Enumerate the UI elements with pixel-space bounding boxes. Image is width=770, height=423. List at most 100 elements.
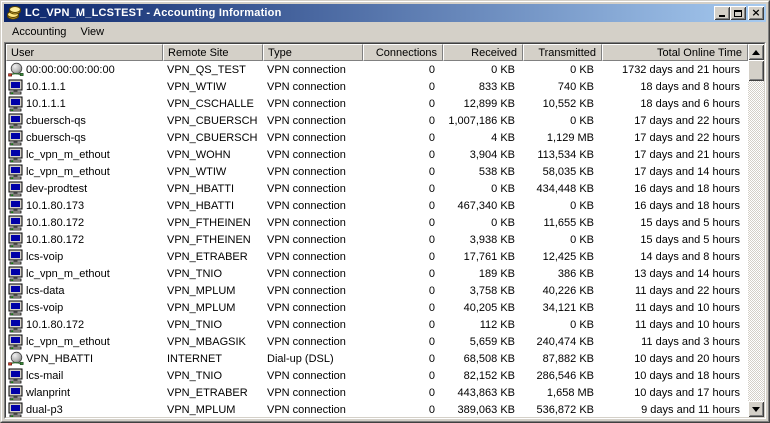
table-row[interactable]: lcs-voip VPN_MPLUM VPN connection 0 40,205 K… — [6, 299, 748, 316]
computer-icon — [8, 385, 23, 400]
column-header-received[interactable]: Received — [443, 44, 523, 61]
column-header-user[interactable]: User — [6, 44, 163, 61]
table-row[interactable]: lcs-voip VPN_ETRABER VPN connection 0 17,761… — [6, 248, 748, 265]
minimize-icon — [719, 15, 725, 17]
table-row[interactable]: dual-p3 VPN_MPLUM VPN connection 0 389,063 K… — [6, 401, 748, 417]
cell-total-online-time: 15 days and 5 hours — [640, 216, 740, 229]
cell-transmitted: 12,425 KB — [542, 250, 594, 263]
computer-icon — [8, 368, 23, 383]
table-row[interactable]: lc_vpn_m_ethout VPN_WTIW VPN connection 0 53… — [6, 163, 748, 180]
cell-connections: 0 — [428, 80, 435, 93]
user-label: lc_vpn_m_ethout — [26, 267, 110, 280]
title-bar[interactable]: LC_VPN_M_LCSTEST - Accounting Informatio… — [4, 4, 766, 22]
cell-total-online-time: 15 days and 5 hours — [640, 233, 740, 246]
cell-type: Dial-up (DSL) — [267, 352, 334, 365]
vertical-scrollbar[interactable] — [748, 44, 764, 417]
cell-user: 10.1.1.1 — [6, 96, 163, 112]
cell-remote-site: VPN_HBATTI — [167, 199, 235, 212]
table-row[interactable]: 10.1.80.173 VPN_HBATTI VPN connection 0 467,… — [6, 197, 748, 214]
cell-total-online-time: 17 days and 21 hours — [634, 148, 740, 161]
computer-icon — [8, 79, 23, 94]
cell-type: VPN connection — [267, 216, 346, 229]
arrow-up-icon — [752, 49, 760, 55]
table-row[interactable]: lc_vpn_m_ethout VPN_TNIO VPN connection 0 18… — [6, 265, 748, 282]
table-row[interactable]: lc_vpn_m_ethout VPN_WOHN VPN connection 0 3,… — [6, 146, 748, 163]
computer-icon — [8, 283, 23, 298]
table-row[interactable]: lcs-data VPN_MPLUM VPN connection 0 3,758 KB… — [6, 282, 748, 299]
cell-connections: 0 — [428, 386, 435, 399]
computer-icon — [8, 232, 23, 247]
cell-user: lcs-voip — [6, 249, 163, 265]
table-row[interactable]: 10.1.80.172 VPN_TNIO VPN connection 0 112 KB… — [6, 316, 748, 333]
dialup-icon — [8, 351, 24, 365]
scroll-down-button[interactable] — [748, 401, 764, 417]
cell-type: VPN connection — [267, 335, 346, 348]
column-header-type[interactable]: Type — [263, 44, 363, 61]
cell-received: 0 KB — [491, 216, 515, 229]
menu-view[interactable]: View — [80, 25, 105, 38]
cell-connections: 0 — [428, 114, 435, 127]
scrollbar-thumb[interactable] — [748, 60, 764, 81]
cell-connections: 0 — [428, 199, 435, 212]
cell-transmitted: 434,448 KB — [536, 182, 595, 195]
column-header-total-online-time[interactable]: Total Online Time — [602, 44, 748, 61]
cell-transmitted: 34,121 KB — [542, 301, 594, 314]
cell-remote-site: VPN_WOHN — [167, 148, 231, 161]
table-row[interactable]: 10.1.80.172 VPN_FTHEINEN VPN connection 0 3,… — [6, 231, 748, 248]
cell-total-online-time: 11 days and 3 hours — [641, 335, 740, 348]
window-title: LC_VPN_M_LCSTEST - Accounting Informatio… — [25, 7, 282, 19]
user-label: VPN_HBATTI — [26, 352, 94, 365]
cell-remote-site: VPN_CSCHALLE — [167, 97, 254, 110]
user-label: 10.1.1.1 — [26, 80, 66, 93]
cell-total-online-time: 13 days and 14 hours — [634, 267, 740, 280]
arrow-down-icon — [752, 406, 760, 412]
table-row[interactable]: lc_vpn_m_ethout VPN_MBAGSIK VPN connection… — [6, 333, 748, 350]
cell-user: 10.1.80.172 — [6, 317, 163, 333]
cell-connections: 0 — [428, 97, 435, 110]
computer-icon — [8, 113, 23, 128]
column-header-remote-site[interactable]: Remote Site — [163, 44, 263, 61]
table-row[interactable]: dev-prodtest VPN_HBATTI VPN connection 0 0 K… — [6, 180, 748, 197]
cell-user: 10.1.80.172 — [6, 232, 163, 248]
cell-received: 443,863 KB — [457, 386, 516, 399]
cell-received: 68,508 KB — [463, 352, 515, 365]
computer-icon — [8, 249, 23, 264]
close-button[interactable]: × — [748, 6, 764, 20]
table-row[interactable]: cbuersch-qs VPN_CBUERSCH VPN connection 0 1,… — [6, 112, 748, 129]
table-row[interactable]: VPN_HBATTI INTERNET Dial-up (DSL) 0 68,508 K… — [6, 350, 748, 367]
cell-user: cbuersch-qs — [6, 130, 163, 146]
list-client-area: User Remote Site Type Connections Received Tr… — [5, 43, 765, 418]
cell-transmitted: 0 KB — [570, 199, 594, 212]
cell-type: VPN connection — [267, 148, 346, 161]
user-label: 10.1.80.172 — [26, 233, 85, 246]
cell-connections: 0 — [428, 131, 435, 144]
user-label: dual-p3 — [26, 403, 63, 416]
maximize-button[interactable] — [730, 6, 746, 20]
minimize-button[interactable] — [714, 6, 730, 20]
cell-user: lcs-mail — [6, 368, 163, 384]
cell-type: VPN connection — [267, 233, 346, 246]
menu-accounting[interactable]: Accounting — [12, 25, 67, 38]
cell-total-online-time: 18 days and 6 hours — [640, 97, 740, 110]
column-header-connections[interactable]: Connections — [363, 44, 443, 61]
column-header-transmitted[interactable]: Transmitted — [523, 44, 602, 61]
table-row[interactable]: 00:00:00:00:00:00 VPN_QS_TEST VPN connecti… — [6, 61, 748, 78]
cell-connections: 0 — [428, 250, 435, 263]
table-row[interactable]: 10.1.1.1 VPN_WTIW VPN connection 0 833 KB 740… — [6, 78, 748, 95]
cell-remote-site: VPN_ETRABER — [167, 250, 248, 263]
cell-connections: 0 — [428, 318, 435, 331]
computer-icon — [8, 402, 23, 417]
table-row[interactable]: wlanprint VPN_ETRABER VPN connection 0 443,8… — [6, 384, 748, 401]
table-row[interactable]: 10.1.80.172 VPN_FTHEINEN VPN connection 0 0 … — [6, 214, 748, 231]
cell-remote-site: VPN_ETRABER — [167, 386, 248, 399]
app-icon — [7, 6, 21, 20]
table-row[interactable]: cbuersch-qs VPN_CBUERSCH VPN connection 0 4 … — [6, 129, 748, 146]
cell-transmitted: 740 KB — [557, 80, 594, 93]
cell-user: wlanprint — [6, 385, 163, 401]
cell-user: VPN_HBATTI — [6, 351, 163, 367]
scroll-up-button[interactable] — [748, 44, 764, 60]
cell-transmitted: 10,552 KB — [542, 97, 594, 110]
column-header-row: User Remote Site Type Connections Received Tr… — [6, 44, 748, 61]
table-row[interactable]: lcs-mail VPN_TNIO VPN connection 0 82,152 KB… — [6, 367, 748, 384]
table-row[interactable]: 10.1.1.1 VPN_CSCHALLE VPN connection 0 12,89… — [6, 95, 748, 112]
